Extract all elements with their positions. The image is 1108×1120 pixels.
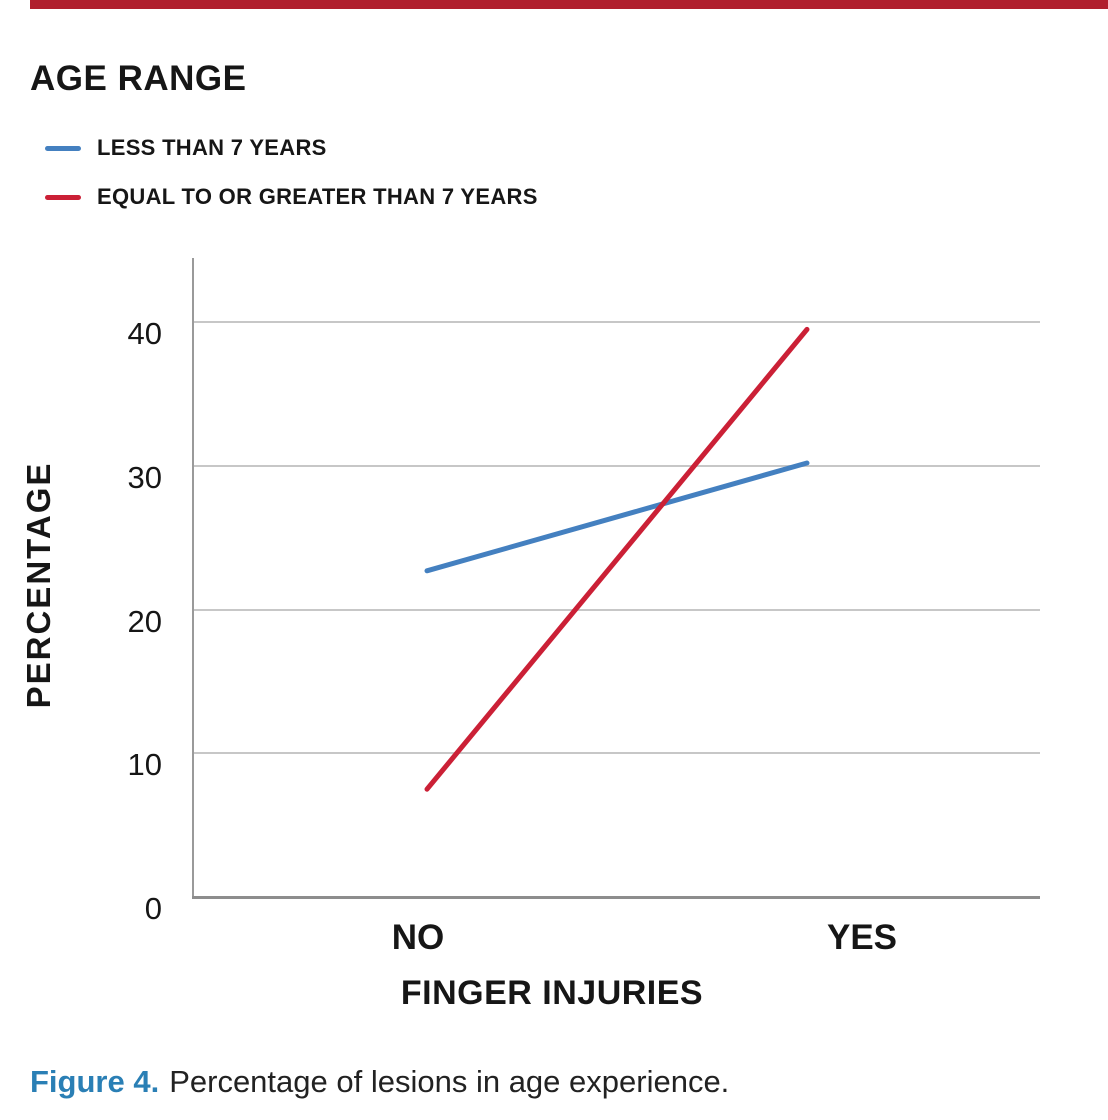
y-tick-label: 40 (127, 316, 162, 351)
gridline-30 (194, 465, 1040, 467)
series-line-less-than-7 (424, 460, 810, 574)
legend-swatch-blue (45, 145, 81, 151)
caption-text: Percentage of lesions in age experience. (169, 1064, 730, 1099)
y-tick-label: 30 (127, 460, 162, 495)
caption-label: Figure 4. (30, 1064, 160, 1099)
x-category-label-yes: YES (826, 918, 898, 957)
x-category-label-no: NO (391, 918, 445, 957)
figure-caption: Figure 4. Percentage of lesions in age ex… (30, 1060, 729, 1104)
gridline-40 (194, 321, 1040, 323)
legend-item-ge-7: EQUAL TO OR GREATER THAN 7 YEARS (45, 180, 538, 214)
y-axis-label: PERCENTAGE (20, 461, 57, 709)
legend-item-label: LESS THAN 7 YEARS (97, 135, 327, 160)
y-tick-label: 10 (127, 747, 162, 782)
top-accent-bar (30, 0, 1108, 9)
legend-swatch-red (45, 194, 81, 200)
legend-title: AGE RANGE (30, 59, 247, 98)
y-tick-label: 20 (127, 604, 162, 639)
x-axis-label: FINGER INJURIES (400, 974, 704, 1012)
series-line-ge-7 (424, 326, 810, 792)
legend-item-less-than-7: LESS THAN 7 YEARS (45, 131, 327, 165)
y-axis-line (192, 258, 194, 899)
y-tick-label: 0 (144, 891, 162, 926)
gridline-20 (194, 609, 1040, 611)
gridline-10 (194, 752, 1040, 754)
legend-item-label: EQUAL TO OR GREATER THAN 7 YEARS (97, 184, 538, 209)
x-axis-line (192, 896, 1040, 899)
